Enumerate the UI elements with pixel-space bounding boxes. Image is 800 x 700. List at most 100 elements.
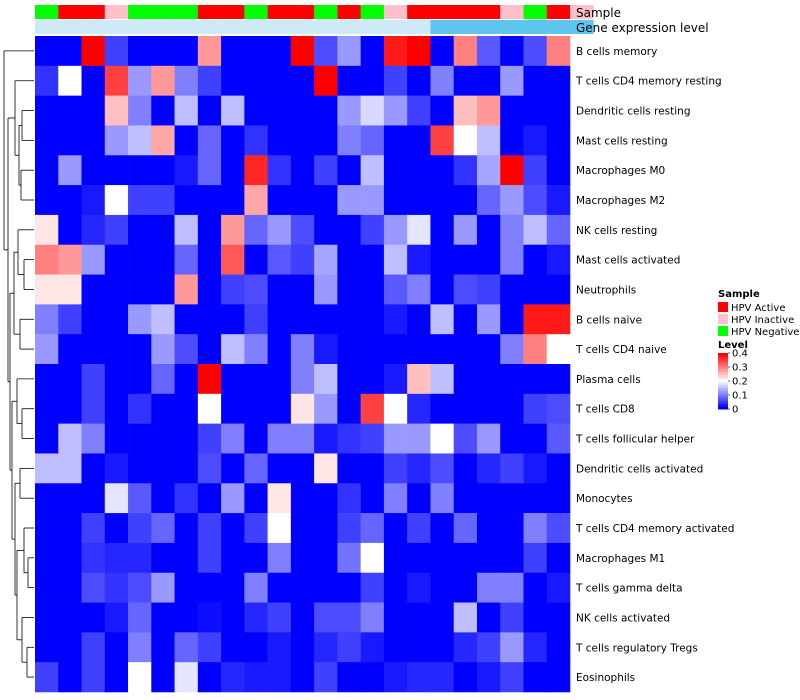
heatmap-cell [383, 95, 408, 126]
legend-gradient-step [718, 369, 728, 372]
heatmap-cell [407, 334, 431, 365]
heatmap-cells [35, 36, 571, 693]
heatmap-cell [500, 185, 524, 216]
heatmap-cell [128, 423, 152, 454]
heatmap-cell [360, 274, 385, 305]
annotation-cell [128, 20, 152, 34]
heatmap-cell [290, 602, 315, 633]
heatmap-cell [58, 572, 82, 603]
heatmap-cell [174, 214, 199, 246]
heatmap-cell [58, 423, 82, 454]
heatmap-cell [523, 95, 548, 126]
heatmap-cell [476, 95, 501, 126]
annotation-cell [476, 5, 501, 19]
legend-gradient-step [718, 387, 728, 390]
heatmap-cell [128, 244, 152, 275]
heatmap-cell [314, 95, 338, 126]
heatmap-cell [290, 513, 315, 544]
heatmap-cell [58, 602, 82, 633]
heatmap-cell [500, 364, 524, 395]
heatmap-cell [128, 65, 152, 96]
heatmap-cell [197, 393, 222, 424]
heatmap-cell [221, 36, 245, 67]
heatmap-cell [430, 185, 454, 216]
heatmap-cell [523, 393, 548, 424]
heatmap-cell [407, 304, 431, 335]
legend-tick-label: 0 [732, 405, 738, 416]
heatmap-cell [383, 214, 408, 246]
heatmap-cell [174, 662, 199, 693]
heatmap-cell [151, 662, 175, 693]
heatmap-cell [500, 542, 524, 574]
legend-gradient-step [718, 365, 728, 368]
heatmap-cell [360, 36, 385, 67]
heatmap-cell [290, 542, 315, 574]
heatmap-cell [151, 542, 175, 574]
heatmap-cell [81, 125, 106, 156]
heatmap-cell [267, 602, 292, 633]
heatmap-cell [197, 36, 222, 67]
heatmap-cell [290, 423, 315, 454]
heatmap-cell [314, 244, 338, 275]
heatmap-cell [104, 244, 129, 275]
heatmap-cell [476, 274, 501, 305]
heatmap-cell [430, 334, 454, 365]
annotation-cell [570, 5, 594, 19]
heatmap-cell [128, 36, 152, 67]
heatmap-cell [221, 513, 245, 544]
heatmap-cell [546, 155, 571, 186]
heatmap-cell [453, 65, 478, 96]
heatmap-cell [104, 304, 129, 335]
annotation-cell [244, 5, 268, 19]
heatmap-cell [453, 214, 478, 246]
heatmap-cell [337, 244, 361, 275]
heatmap-cell [267, 95, 292, 126]
heatmap-cell [290, 662, 315, 693]
heatmap-cell [221, 632, 245, 663]
heatmap-cell [546, 662, 571, 693]
annotation-cell [128, 5, 152, 19]
heatmap-cell [151, 602, 175, 633]
heatmap-cell [128, 214, 152, 246]
heatmap-cell [267, 453, 292, 484]
heatmap-cell [407, 393, 431, 424]
annotation-cell [35, 5, 59, 19]
heatmap-cell [337, 423, 361, 454]
heatmap-cell [290, 334, 315, 365]
row-labels: B cells memory T cells CD4 memory resting… [575, 46, 734, 684]
heatmap-cell [476, 364, 501, 395]
heatmap-cell [81, 393, 106, 424]
heatmap-cell [453, 155, 478, 186]
heatmap-cell [523, 155, 548, 186]
heatmap-cell [337, 542, 361, 574]
heatmap-cell [197, 185, 222, 216]
heatmap-cell [337, 602, 361, 633]
heatmap-cell [81, 36, 106, 67]
heatmap-cell [500, 602, 524, 633]
heatmap-cell [314, 662, 338, 693]
heatmap-cell [267, 423, 292, 454]
heatmap-cell [407, 632, 431, 663]
heatmap-cell [267, 542, 292, 574]
heatmap-cell [104, 125, 129, 156]
annotation-cell [197, 20, 222, 34]
legend-gradient-step [718, 373, 728, 376]
heatmap-cell [81, 453, 106, 484]
heatmap-cell [104, 572, 129, 603]
heatmap-cell [174, 632, 199, 663]
heatmap-cell [221, 244, 245, 275]
heatmap-cell [360, 572, 385, 603]
legend-sample-title: Sample [718, 289, 760, 300]
heatmap-cell [500, 36, 524, 67]
heatmap-cell [453, 513, 478, 544]
heatmap-cell [314, 214, 338, 246]
heatmap-cell [151, 155, 175, 186]
heatmap-cell [523, 662, 548, 693]
heatmap-cell [244, 185, 268, 216]
heatmap-cell [35, 274, 59, 305]
heatmap-cell [151, 65, 175, 96]
heatmap-cell [244, 125, 268, 156]
legend-gradient-step [718, 379, 728, 382]
heatmap-cell [476, 483, 501, 514]
heatmap-cell [383, 602, 408, 633]
